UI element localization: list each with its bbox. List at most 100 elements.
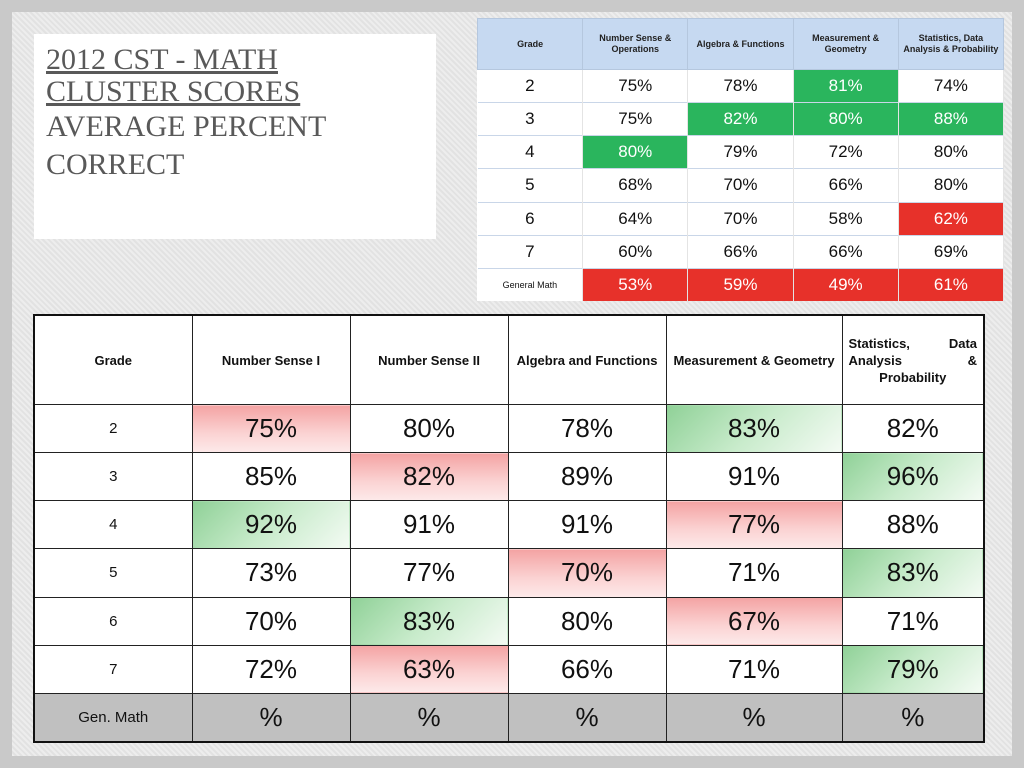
top-table-row: 2 75% 78% 81% 74% xyxy=(477,68,1005,103)
main-table-row: 5 73% 77% 70% 71% 83% xyxy=(33,548,985,598)
top-table-value-cell: 88% xyxy=(898,102,1005,136)
top-table-value-cell: 79% xyxy=(687,135,794,169)
top-table-header-measurement: Measurement & Geometry xyxy=(792,18,899,70)
main-table-value-cell: 78% xyxy=(507,403,667,454)
main-table-row: 4 92% 91% 91% 77% 88% xyxy=(33,500,985,550)
main-table-grade-cell: 4 xyxy=(33,500,193,550)
main-table-value-cell: 80% xyxy=(507,596,667,646)
top-table-value-cell: 70% xyxy=(687,201,794,236)
top-table-header-row: Grade Number Sense & Operations Algebra … xyxy=(476,18,1005,70)
main-table-value-cell: 82% xyxy=(349,452,509,502)
main-table-value-cell: % xyxy=(665,692,843,743)
main-table-row: 3 85% 82% 89% 91% 96% xyxy=(33,452,985,502)
main-table-value-cell: % xyxy=(349,692,509,743)
top-table-value-cell: 66% xyxy=(793,168,899,203)
main-table-row: 2 75% 80% 78% 83% 82% xyxy=(33,403,985,454)
slide-subtitle-line-2: Correct xyxy=(46,148,185,181)
main-table-header-measurement: Measurement & Geometry xyxy=(665,314,843,405)
top-table-grade-cell: 3 xyxy=(477,102,584,136)
top-table-header-number-sense: Number Sense & Operations xyxy=(582,18,689,70)
slide-subtitle-line-1: Average Percent xyxy=(46,110,327,143)
top-table-header-statistics: Statistics, Data Analysis & Probability xyxy=(897,18,1005,70)
main-scores-table: Grade Number Sense I Number Sense II Alg… xyxy=(33,314,985,743)
top-table-grade-cell: 2 xyxy=(477,68,584,103)
main-table-value-cell: 71% xyxy=(665,548,843,598)
main-table-header-row: Grade Number Sense I Number Sense II Alg… xyxy=(33,314,985,405)
top-table-value-cell: 66% xyxy=(793,234,899,269)
top-table-grade-cell: 4 xyxy=(477,135,584,169)
top-table-value-cell: 70% xyxy=(687,168,794,203)
top-table-value-cell: 64% xyxy=(582,201,689,236)
title-box: 2012 CST - Math Cluster Scores Average P… xyxy=(34,34,436,239)
top-scores-table: Grade Number Sense & Operations Algebra … xyxy=(476,18,1005,301)
main-table-row: 6 70% 83% 80% 67% 71% xyxy=(33,596,985,646)
main-table-value-cell: % xyxy=(507,692,667,743)
main-table-value-cell: % xyxy=(191,692,351,743)
top-table-value-cell: 60% xyxy=(582,234,689,269)
main-table-header-number-sense-1: Number Sense I xyxy=(191,314,351,405)
top-table-value-cell: 74% xyxy=(898,68,1005,103)
slide-title-line-2: Cluster Scores xyxy=(46,75,301,108)
top-table-grade-cell: 7 xyxy=(477,234,584,269)
main-table-value-cell: 91% xyxy=(507,500,667,550)
main-table-value-cell: 77% xyxy=(349,548,509,598)
main-table-value-cell: 75% xyxy=(191,403,351,454)
top-table-row: General Math 53% 59% 49% 61% xyxy=(477,267,1005,301)
main-table-value-cell: 79% xyxy=(841,644,985,694)
top-table-value-cell: 62% xyxy=(898,201,1005,236)
main-table-value-cell: 71% xyxy=(841,596,985,646)
main-table-value-cell: 70% xyxy=(191,596,351,646)
main-table-value-cell: 73% xyxy=(191,548,351,598)
main-table-value-cell: 71% xyxy=(665,644,843,694)
top-table-value-cell: 53% xyxy=(582,267,689,301)
top-table-row: 4 80% 79% 72% 80% xyxy=(477,135,1005,169)
main-table-value-cell: 70% xyxy=(507,548,667,598)
main-table-header-statistics: Statistics, Data Analysis & Probability xyxy=(841,314,985,405)
top-table-header-grade: Grade xyxy=(476,18,584,70)
main-table-value-cell: 83% xyxy=(841,548,985,598)
main-table-value-cell: 63% xyxy=(349,644,509,694)
top-table-value-cell: 49% xyxy=(793,267,899,301)
top-table-value-cell: 58% xyxy=(793,201,899,236)
main-table-value-cell: 82% xyxy=(841,403,985,454)
top-table-row: 5 68% 70% 66% 80% xyxy=(477,168,1005,203)
top-table-row: 3 75% 82% 80% 88% xyxy=(477,102,1005,136)
top-table-grade-cell: 6 xyxy=(477,201,584,236)
top-table-value-cell: 80% xyxy=(898,135,1005,169)
main-table-header-algebra: Algebra and Functions xyxy=(507,314,667,405)
main-table-header-number-sense-2: Number Sense II xyxy=(349,314,509,405)
main-table-value-cell: 72% xyxy=(191,644,351,694)
top-table-value-cell: 75% xyxy=(582,102,689,136)
top-table-value-cell: 69% xyxy=(898,234,1005,269)
top-table-value-cell: 68% xyxy=(582,168,689,203)
top-table-value-cell: 81% xyxy=(793,68,899,103)
main-table-value-cell: 92% xyxy=(191,500,351,550)
main-table-row: Gen. Math%%%%% xyxy=(33,692,985,743)
main-table-value-cell: 89% xyxy=(507,452,667,502)
main-table-value-cell: 91% xyxy=(665,452,843,502)
top-table-grade-cell: General Math xyxy=(477,267,584,301)
top-table-value-cell: 82% xyxy=(687,102,794,136)
top-table-value-cell: 80% xyxy=(898,168,1005,203)
main-table-header-grade: Grade xyxy=(33,314,193,405)
top-table-value-cell: 59% xyxy=(687,267,794,301)
top-table-value-cell: 78% xyxy=(687,68,794,103)
top-table-value-cell: 75% xyxy=(582,68,689,103)
main-table-value-cell: 83% xyxy=(665,403,843,454)
main-table-value-cell: 77% xyxy=(665,500,843,550)
top-table-value-cell: 61% xyxy=(898,267,1005,301)
main-table-grade-cell: 2 xyxy=(33,403,193,454)
top-table-value-cell: 72% xyxy=(793,135,899,169)
top-table-value-cell: 80% xyxy=(582,135,689,169)
top-table-header-algebra: Algebra & Functions xyxy=(687,18,794,70)
top-table-value-cell: 80% xyxy=(793,102,899,136)
main-table-value-cell: 85% xyxy=(191,452,351,502)
main-table-value-cell: 67% xyxy=(665,596,843,646)
main-table-grade-cell: 6 xyxy=(33,596,193,646)
main-table-value-cell: 91% xyxy=(349,500,509,550)
top-table-row: 6 64% 70% 58% 62% xyxy=(477,201,1005,236)
main-table-grade-cell: 3 xyxy=(33,452,193,502)
main-table-value-cell: 80% xyxy=(349,403,509,454)
top-table-grade-cell: 5 xyxy=(477,168,584,203)
top-table-value-cell: 66% xyxy=(687,234,794,269)
